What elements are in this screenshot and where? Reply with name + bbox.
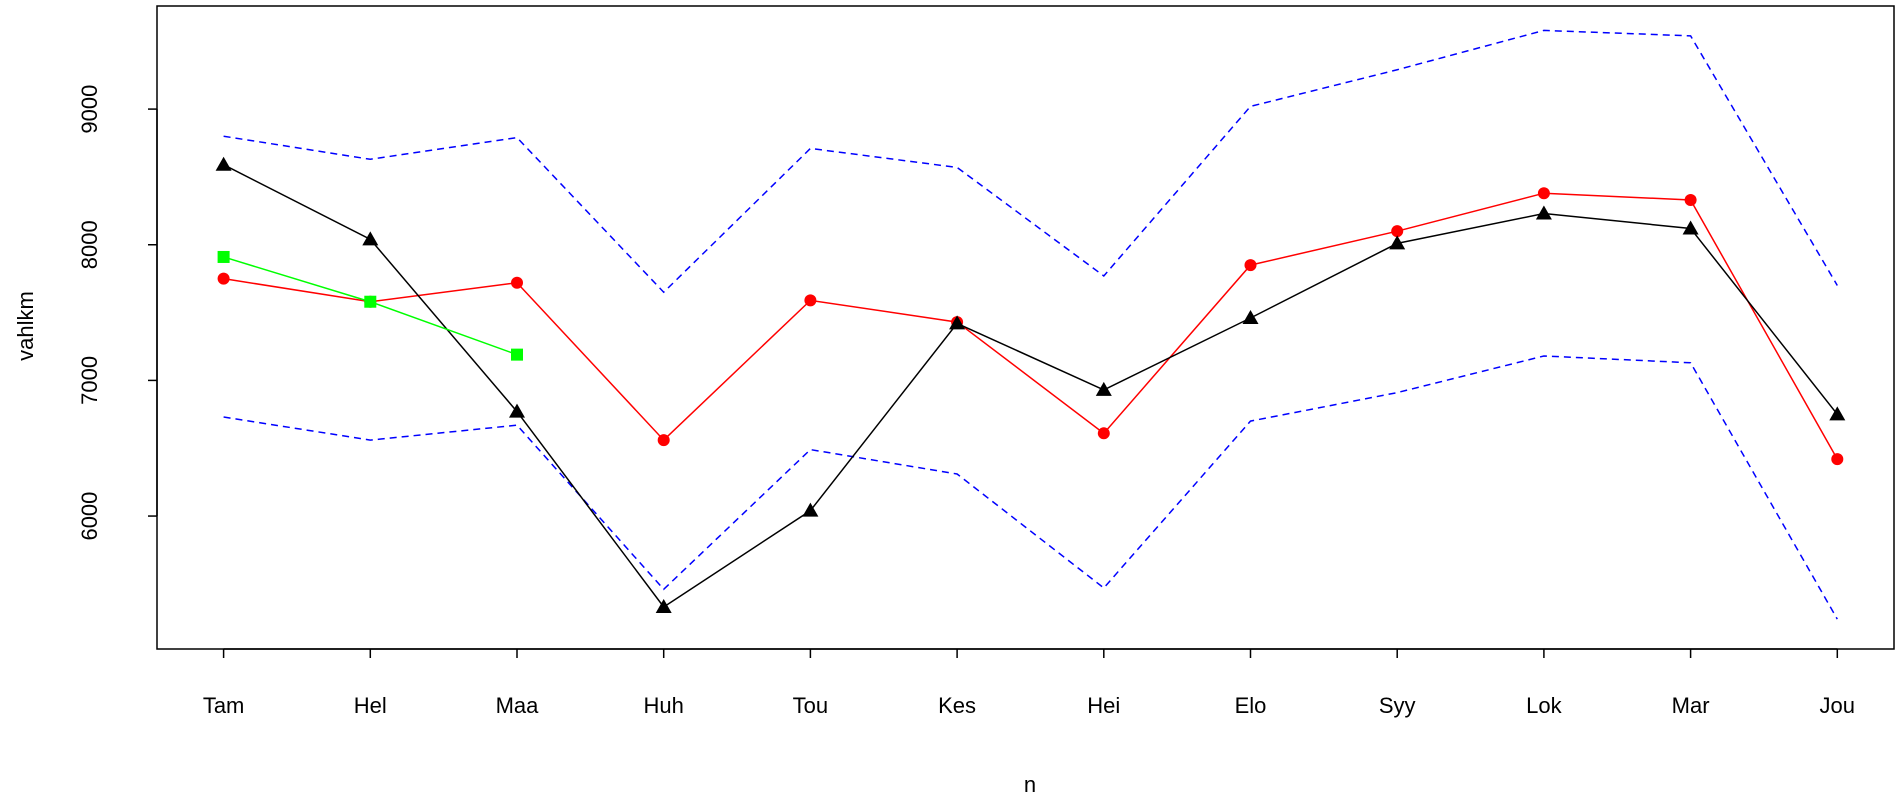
x-tick-label: Maa	[496, 693, 540, 718]
series-line	[223, 29, 1838, 294]
series-line	[223, 164, 1838, 608]
point	[217, 250, 230, 263]
y-tick-label: 8000	[77, 220, 102, 269]
point	[215, 156, 232, 171]
y-tick-label: 7000	[77, 356, 102, 405]
point	[362, 231, 379, 246]
point	[1391, 225, 1404, 238]
x-tick-label: Jou	[1820, 693, 1855, 718]
x-axis-label: n	[1024, 772, 1036, 796]
point	[1242, 310, 1259, 325]
x-tick-label: Huh	[644, 693, 684, 718]
x-tick-label: Mar	[1672, 693, 1710, 718]
x-tick-label: Kes	[938, 693, 976, 718]
x-tick-label: Tam	[203, 693, 245, 718]
point	[364, 295, 377, 308]
point	[804, 294, 817, 307]
series-line	[223, 355, 1838, 620]
x-tick-label: Hei	[1087, 693, 1120, 718]
point	[1829, 406, 1846, 421]
x-tick-label: Syy	[1379, 693, 1416, 718]
x-tick-label: Lok	[1526, 693, 1562, 718]
point	[1095, 381, 1112, 396]
x-tick-label: Elo	[1235, 693, 1267, 718]
point	[1097, 427, 1110, 440]
point	[949, 315, 966, 330]
point	[1244, 259, 1257, 272]
point	[655, 598, 672, 613]
series-line	[223, 192, 1838, 460]
x-tick-label: Hel	[354, 693, 387, 718]
point	[511, 348, 523, 361]
point	[1831, 453, 1844, 466]
point	[657, 434, 670, 447]
x-tick-label: Tou	[793, 693, 828, 718]
point	[1684, 193, 1697, 206]
y-tick-label: 9000	[77, 85, 102, 134]
y-axis-label: vahlkm	[13, 291, 38, 361]
point	[1537, 187, 1550, 200]
plot-frame	[156, 5, 1895, 650]
point	[217, 272, 230, 285]
point	[802, 502, 819, 517]
point	[509, 403, 525, 418]
point	[511, 276, 523, 289]
y-tick-label: 6000	[77, 492, 102, 541]
point	[1682, 220, 1699, 235]
point	[1389, 235, 1406, 250]
point	[1535, 205, 1552, 220]
